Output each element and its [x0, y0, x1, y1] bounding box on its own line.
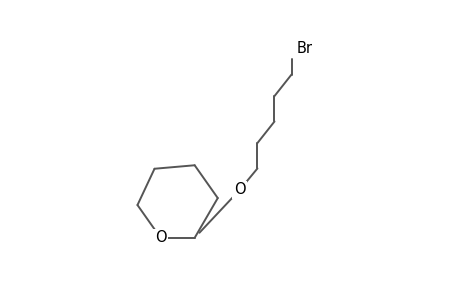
Text: O: O: [233, 182, 245, 197]
Text: Br: Br: [296, 41, 312, 56]
Text: O: O: [154, 230, 166, 245]
